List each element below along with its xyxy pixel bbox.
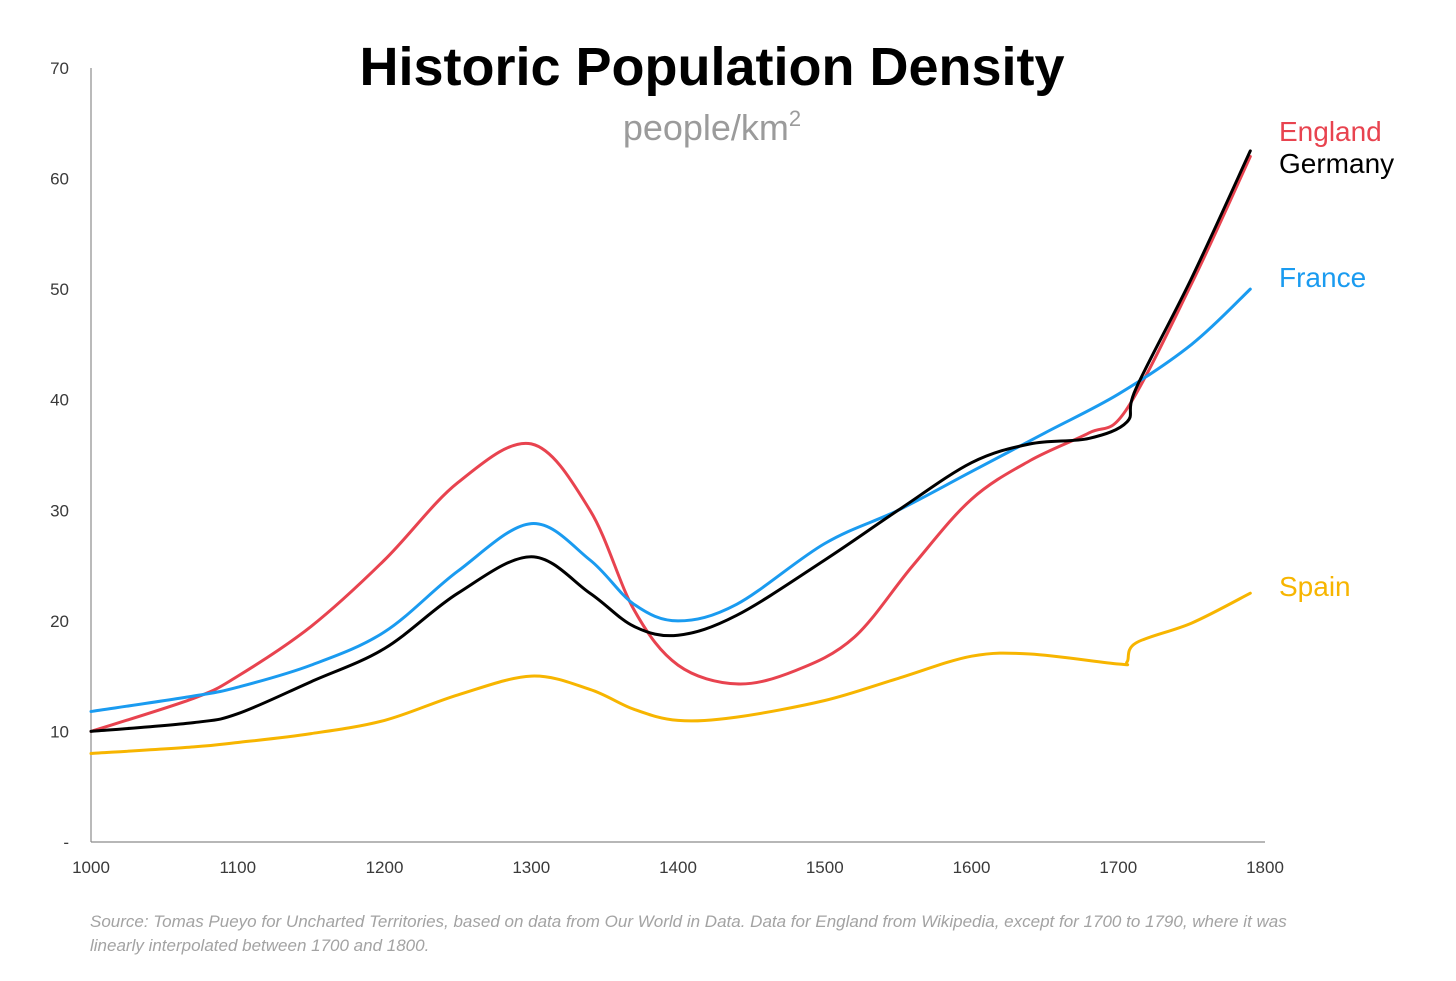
series-line-france bbox=[89, 287, 1252, 713]
x-tick-label: 1800 bbox=[1246, 858, 1284, 877]
chart-title: Historic Population Density bbox=[359, 37, 1064, 97]
x-tick-label: 1600 bbox=[953, 858, 991, 877]
x-tick-label: 1300 bbox=[512, 858, 550, 877]
series-line-germany bbox=[89, 149, 1252, 733]
series-line-england bbox=[89, 155, 1252, 733]
series-line-spain bbox=[89, 591, 1252, 755]
y-tick-label: 30 bbox=[50, 501, 69, 520]
series-lines bbox=[89, 149, 1252, 755]
x-tick-label: 1100 bbox=[219, 858, 256, 877]
y-tick-label: - bbox=[63, 833, 69, 852]
chart-subtitle-main: people/km bbox=[623, 107, 789, 148]
legend-label-england: England bbox=[1279, 116, 1382, 147]
y-tick-label: 20 bbox=[50, 612, 69, 631]
y-tick-label: 10 bbox=[50, 722, 69, 741]
legend-label-spain: Spain bbox=[1279, 571, 1351, 602]
source-note: Source: Tomas Pueyo for Uncharted Territ… bbox=[90, 912, 1287, 955]
chart-subtitle-superscript: 2 bbox=[789, 106, 801, 131]
x-tick-label: 1500 bbox=[806, 858, 844, 877]
chart-subtitle: people/km2 bbox=[623, 106, 801, 148]
x-tick-label: 1200 bbox=[366, 858, 404, 877]
x-tick-label: 1700 bbox=[1099, 858, 1137, 877]
x-axis-ticks: 1000 1100 1200 1300 1400 1500 1600 1700 1800 bbox=[72, 858, 1284, 877]
y-tick-label: 40 bbox=[50, 391, 69, 410]
legend-label-france: France bbox=[1279, 262, 1366, 293]
y-tick-label: 50 bbox=[50, 280, 69, 299]
y-axis-ticks: - 10 20 30 40 50 60 70 bbox=[50, 59, 69, 852]
legend-label-germany: Germany bbox=[1279, 148, 1394, 179]
y-tick-label: 70 bbox=[50, 59, 69, 78]
x-tick-label: 1400 bbox=[659, 858, 697, 877]
x-tick-label: 1000 bbox=[72, 858, 110, 877]
y-tick-label: 60 bbox=[50, 170, 69, 189]
